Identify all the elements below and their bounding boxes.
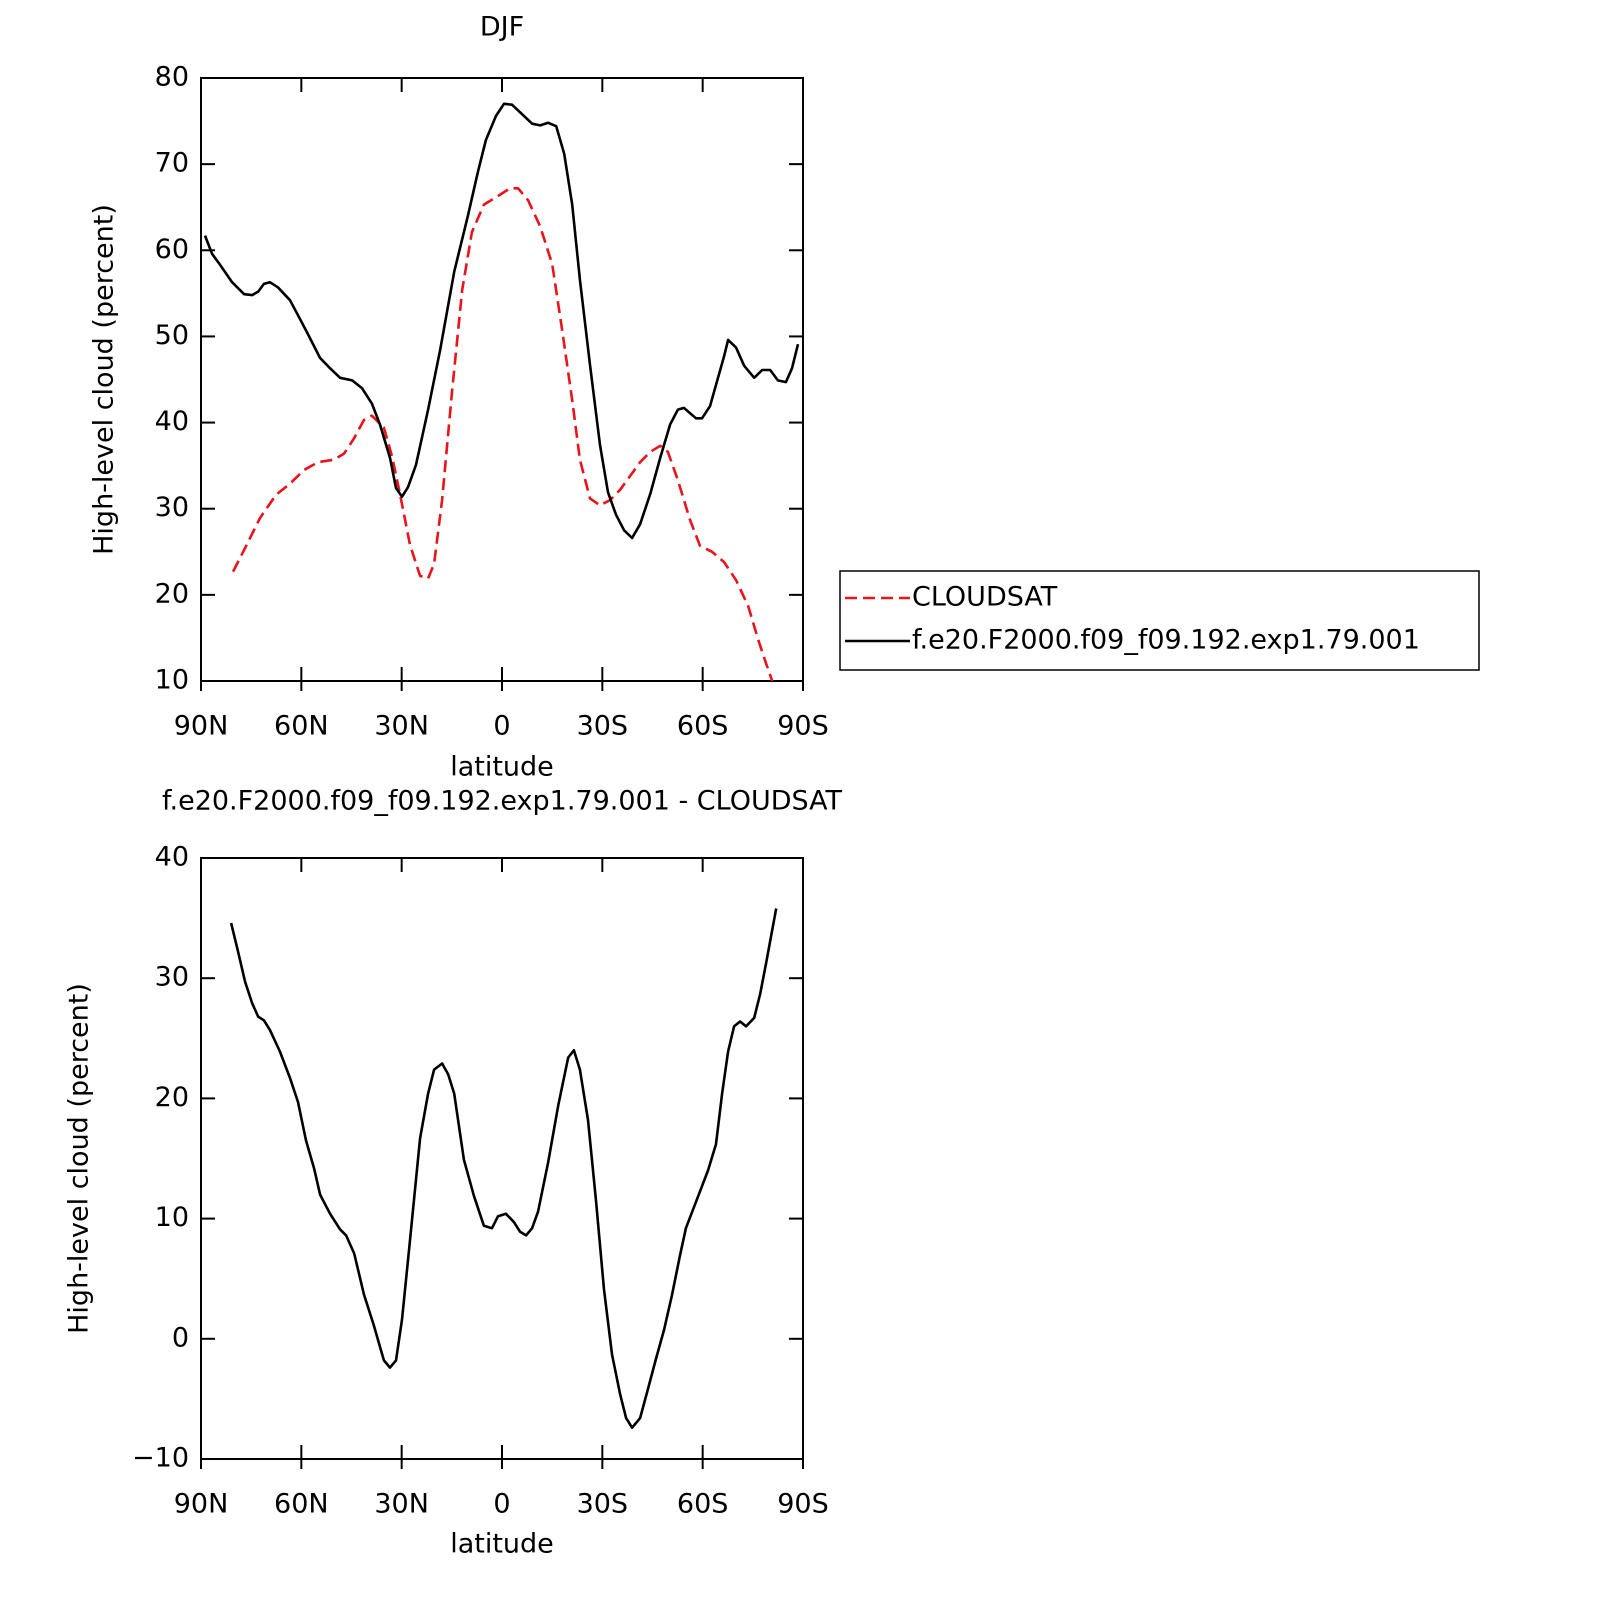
data-line: [231, 187, 774, 681]
y-tick-label: 20: [155, 578, 189, 609]
legend-label: f.e20.F2000.f09_f09.192.exp1.79.001: [912, 625, 1420, 656]
x-axis-label: latitude: [450, 1529, 554, 1560]
plot-frame: [200, 77, 804, 682]
y-axis-label: High-level cloud (percent): [89, 204, 120, 555]
y-tick-label: 10: [155, 665, 189, 696]
y-tick-label: 10: [155, 1202, 189, 1233]
y-tick-label: 50: [155, 320, 189, 351]
x-tick-label: 0: [493, 711, 510, 742]
x-tick-label: 60N: [274, 1489, 329, 1520]
x-tick-label: 90S: [777, 711, 829, 742]
x-tick-label: 90S: [777, 1489, 829, 1520]
y-tick-label: 60: [155, 234, 189, 265]
x-tick-label: 60S: [677, 711, 729, 742]
chart-title: f.e20.F2000.f09_f09.192.exp1.79.001 - CL…: [162, 786, 843, 817]
x-tick-label: 30S: [577, 711, 629, 742]
y-tick-label: 30: [155, 492, 189, 523]
y-axis-label: High-level cloud (percent): [64, 983, 95, 1334]
legend-box: [839, 570, 1480, 671]
legend-label: CLOUDSAT: [912, 582, 1058, 613]
chart-title: DJF: [480, 12, 524, 43]
y-tick-label: 40: [155, 406, 189, 437]
y-tick-label: 20: [155, 1082, 189, 1113]
x-tick-label: 60N: [274, 711, 329, 742]
x-tick-label: 90N: [174, 1489, 229, 1520]
x-tick-label: 30N: [374, 1489, 429, 1520]
plot-area: [229, 908, 778, 1429]
x-axis-label: latitude: [450, 752, 554, 783]
y-tick-label: 30: [155, 962, 189, 993]
y-tick-label: 80: [155, 62, 189, 93]
x-tick-label: 0: [493, 1489, 510, 1520]
x-tick-label: 60S: [677, 1489, 729, 1520]
y-tick-label: 40: [155, 842, 189, 873]
x-tick-label: 30N: [374, 711, 429, 742]
y-tick-label: −10: [132, 1443, 189, 1474]
plot-area: [203, 102, 800, 681]
x-tick-label: 30S: [577, 1489, 629, 1520]
data-line: [229, 908, 778, 1429]
y-tick-label: 70: [155, 148, 189, 179]
x-tick-label: 90N: [174, 711, 229, 742]
y-tick-label: 0: [172, 1322, 189, 1353]
data-line: [203, 102, 800, 540]
plot-frame: [200, 857, 804, 1460]
